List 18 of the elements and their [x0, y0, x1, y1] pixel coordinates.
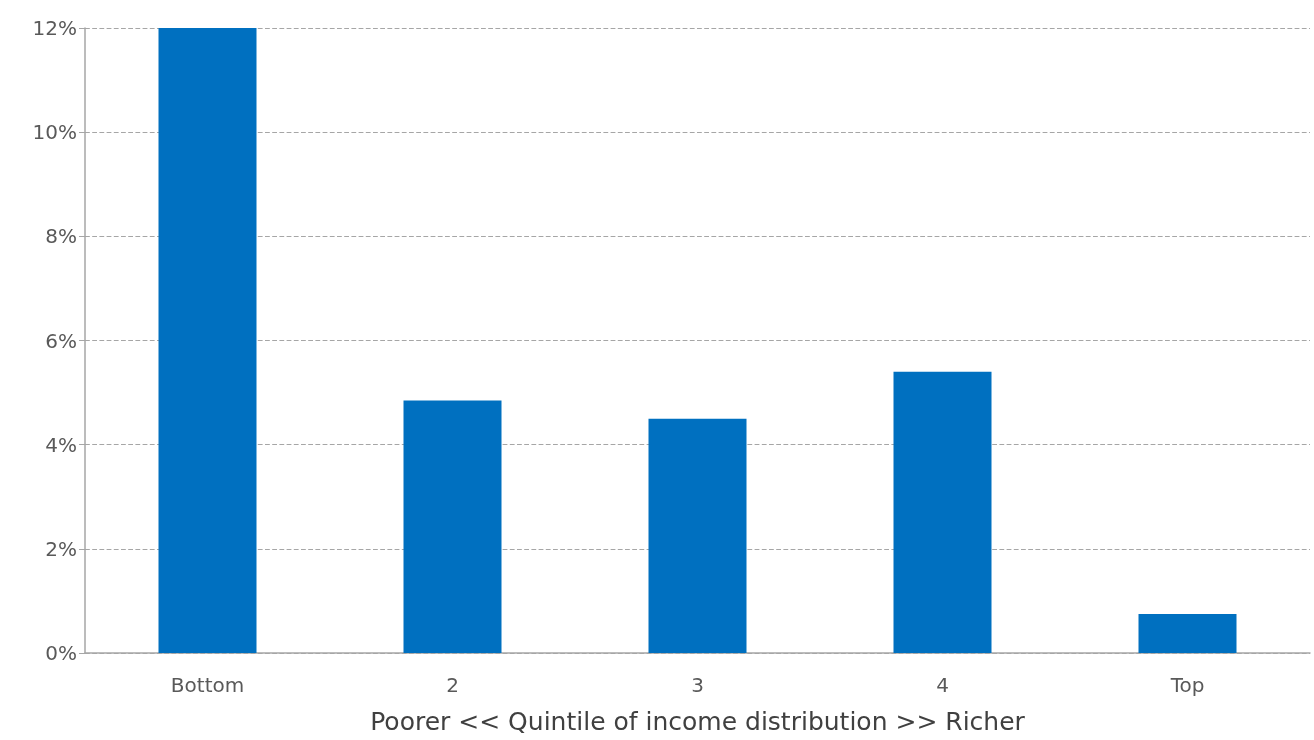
x-axis-title: Poorer << Quintile of income distribution >> Richer: [370, 707, 1026, 736]
y-tick-label: 8%: [45, 224, 77, 249]
y-tick-label: 0%: [45, 641, 77, 665]
x-tick-label: Top: [1169, 673, 1205, 697]
y-tick-label: 2%: [45, 536, 77, 561]
bar: [1138, 613, 1237, 653]
x-tick-label: 3: [691, 673, 704, 697]
bar: [648, 418, 747, 653]
y-tick-label: 6%: [45, 328, 77, 353]
bar: [893, 371, 992, 653]
y-tick-label: 4%: [45, 432, 77, 457]
bar: [403, 400, 502, 653]
bar: [158, 28, 257, 653]
y-tick-label: 12%: [32, 16, 77, 40]
x-tick-label: 2: [446, 673, 459, 697]
x-tick-label: Bottom: [170, 673, 245, 697]
x-tick-label: 4: [936, 673, 949, 697]
y-tick-label: 10%: [32, 120, 77, 145]
